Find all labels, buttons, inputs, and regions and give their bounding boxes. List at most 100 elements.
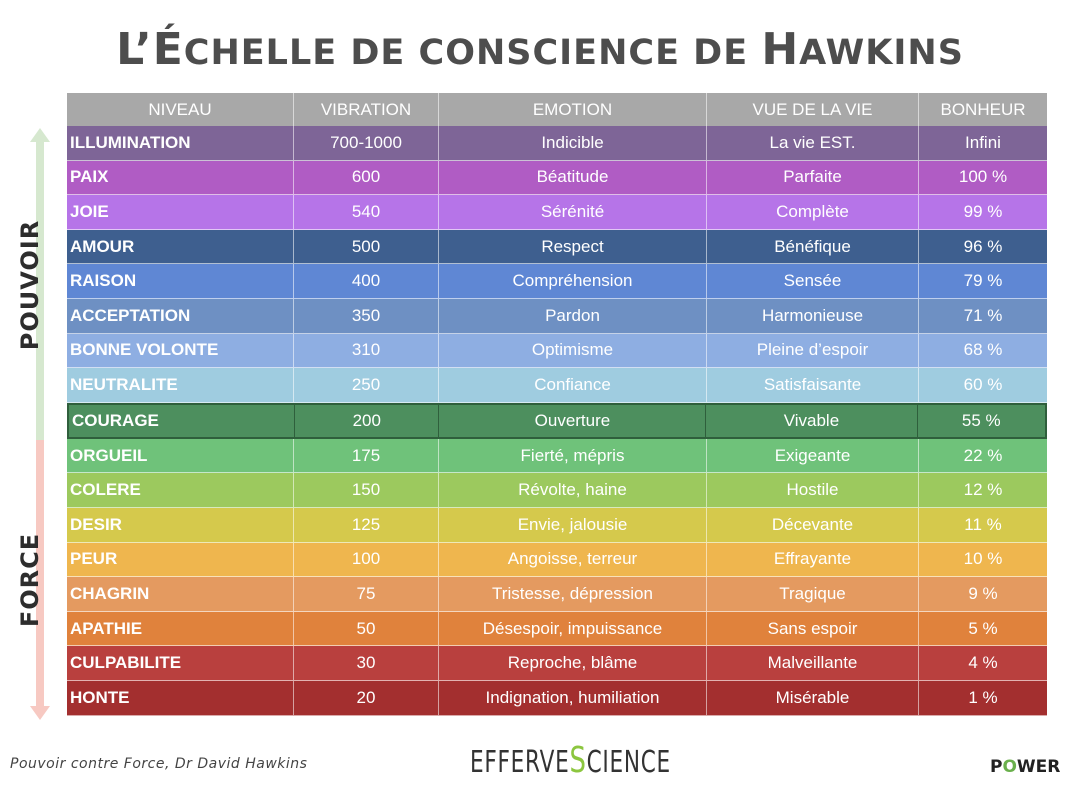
cell-bonheur: 5 % bbox=[968, 618, 998, 638]
cell-vibration: 250 bbox=[294, 368, 439, 402]
cell-niveau: CULPABILITE bbox=[67, 646, 294, 680]
cell-niveau: ACCEPTATION bbox=[67, 298, 294, 333]
cell-vibration: 75 bbox=[294, 577, 439, 611]
arrow-down-icon bbox=[30, 440, 50, 720]
cell-niveau: APATHIE bbox=[67, 611, 294, 646]
source-credit: Pouvoir contre Force, Dr David Hawkins bbox=[10, 756, 308, 772]
table-row: CULPABILITE 30 Reproche, blâme Malveillante… bbox=[67, 646, 1047, 681]
cell-bonheur: 12 % bbox=[963, 480, 1003, 500]
title-segment: L’É bbox=[116, 24, 184, 75]
cell-bonheur: 79 % bbox=[963, 271, 1003, 291]
title-segment: CHELLE DE CONSCIENCE DE bbox=[183, 33, 762, 73]
cell-vue: La vie EST. bbox=[707, 126, 919, 160]
table-row: ILLUMINATION 700-1000 Indicible La vie EST.… bbox=[67, 126, 1047, 161]
table-row: DESIR 125 Envie, jalousie Décevante 11 % bbox=[67, 507, 1047, 543]
cell-vibration: 600 bbox=[294, 160, 439, 195]
column-header-niveau: NIVEAU bbox=[67, 93, 294, 126]
cell-niveau: DESIR bbox=[67, 507, 294, 542]
side-label-pouvoir: POUVOIR bbox=[0, 220, 60, 350]
column-header-emotion: EMOTION bbox=[439, 93, 707, 126]
cell-vue: Misérable bbox=[707, 680, 919, 715]
table-row: PEUR 100 Angoisse, terreur Effrayante 10 % bbox=[67, 542, 1047, 578]
cell-bonheur: Infini bbox=[965, 132, 1001, 152]
cell-emotion: Compréhension bbox=[439, 264, 707, 298]
cell-emotion: Sérénité bbox=[439, 195, 707, 229]
table-row: NEUTRALITE 250 Confiance Satisfaisante 60 % bbox=[67, 368, 1047, 403]
cell-niveau: AMOUR bbox=[67, 229, 294, 264]
side-label-force: FORCE bbox=[0, 520, 60, 640]
table-header-row: NIVEAU VIBRATION EMOTION VUE DE LA VIE B… bbox=[67, 93, 1047, 126]
cell-vue: Malveillante bbox=[707, 646, 919, 680]
cell-niveau: ORGUEIL bbox=[67, 438, 294, 473]
cell-niveau: COLERE bbox=[67, 473, 294, 507]
side-label-text: FORCE bbox=[16, 532, 45, 628]
power-logo-text: P bbox=[990, 757, 1003, 777]
cell-emotion: Reproche, blâme bbox=[439, 646, 707, 680]
cell-vibration: 310 bbox=[294, 333, 439, 368]
arrow-up-icon bbox=[30, 128, 50, 440]
cell-bonheur: 22 % bbox=[963, 445, 1003, 465]
cell-vibration: 500 bbox=[294, 229, 439, 264]
cell-vue: Sans espoir bbox=[707, 611, 919, 646]
cell-vibration: 200 bbox=[295, 404, 440, 437]
cell-niveau: PEUR bbox=[67, 542, 294, 577]
logo-text: S bbox=[569, 740, 587, 781]
column-header-vibration: VIBRATION bbox=[294, 93, 439, 126]
cell-bonheur: 1 % bbox=[968, 687, 998, 707]
cell-emotion: Désespoir, impuissance bbox=[439, 611, 707, 646]
cell-vibration: 150 bbox=[294, 473, 439, 507]
cell-bonheur: 55 % bbox=[961, 410, 1001, 430]
cell-bonheur: 11 % bbox=[964, 514, 1002, 534]
cell-emotion: Pardon bbox=[439, 298, 707, 333]
cell-emotion: Tristesse, dépression bbox=[439, 577, 707, 611]
cell-niveau: PAIX bbox=[67, 160, 294, 195]
power-logo-text: WER bbox=[1016, 757, 1061, 777]
title-segment: H bbox=[761, 24, 800, 75]
power-logo-text: O bbox=[1002, 757, 1017, 777]
cell-vue: Pleine d’espoir bbox=[707, 333, 919, 368]
logo-text: CIENCE bbox=[586, 745, 671, 780]
cell-vue: Exigeante bbox=[707, 438, 919, 473]
cell-bonheur: 68 % bbox=[963, 340, 1003, 360]
cell-niveau: JOIE bbox=[67, 195, 294, 229]
table-row: CHAGRIN 75 Tristesse, dépression Tragique 9 … bbox=[67, 577, 1047, 612]
table-row: JOIE 540 Sérénité Complète 99 % bbox=[67, 195, 1047, 230]
cell-niveau: BONNE VOLONTE bbox=[67, 333, 294, 368]
cell-vibration: 540 bbox=[294, 195, 439, 229]
cell-emotion: Optimisme bbox=[439, 333, 707, 368]
cell-niveau: CHAGRIN bbox=[67, 577, 294, 611]
table-row: RAISON 400 Compréhension Sensée 79 % bbox=[67, 264, 1047, 299]
cell-vibration: 20 bbox=[294, 680, 439, 715]
cell-bonheur: 100 % bbox=[958, 167, 1008, 187]
table-row: APATHIE 50 Désespoir, impuissance Sans espo… bbox=[67, 611, 1047, 647]
table-row: HONTE 20 Indignation, humiliation Misérable… bbox=[67, 680, 1047, 716]
cell-niveau: NEUTRALITE bbox=[67, 368, 294, 402]
cell-niveau: ILLUMINATION bbox=[67, 126, 294, 160]
cell-vibration: 700-1000 bbox=[294, 126, 439, 160]
cell-bonheur: 10 % bbox=[963, 549, 1003, 569]
cell-vue: Décevante bbox=[707, 507, 919, 542]
cell-vue: Hostile bbox=[707, 473, 919, 507]
cell-emotion: Indignation, humiliation bbox=[439, 680, 707, 715]
page-title: L’ÉCHELLE DE CONSCIENCE DE HAWKINS bbox=[0, 22, 1080, 78]
cell-niveau: COURAGE bbox=[69, 404, 296, 437]
cell-emotion: Respect bbox=[439, 229, 707, 264]
cell-emotion: Révolte, haine bbox=[439, 473, 707, 507]
cell-vue: Harmonieuse bbox=[707, 298, 919, 333]
table-row: COLERE 150 Révolte, haine Hostile 12 % bbox=[67, 473, 1047, 508]
cell-bonheur: 96 % bbox=[963, 236, 1003, 256]
cell-vibration: 400 bbox=[294, 264, 439, 298]
cell-emotion: Fierté, mépris bbox=[439, 438, 707, 473]
consciousness-table: NIVEAU VIBRATION EMOTION VUE DE LA VIE B… bbox=[67, 93, 1047, 716]
cell-niveau: RAISON bbox=[67, 264, 294, 298]
column-header-vue: VUE DE LA VIE bbox=[707, 93, 919, 126]
cell-bonheur: 99 % bbox=[963, 201, 1003, 221]
cell-vue: Tragique bbox=[707, 577, 919, 611]
cell-bonheur: 9 % bbox=[968, 583, 998, 603]
table-row: COURAGE 200 Ouverture Vivable 55 % bbox=[67, 402, 1047, 439]
column-header-bonheur: BONHEUR bbox=[940, 99, 1026, 119]
title-segment: AWKINS bbox=[799, 33, 964, 73]
table-row: ACCEPTATION 350 Pardon Harmonieuse 71 % bbox=[67, 298, 1047, 334]
cell-vibration: 100 bbox=[294, 542, 439, 577]
cell-vibration: 175 bbox=[294, 438, 439, 473]
